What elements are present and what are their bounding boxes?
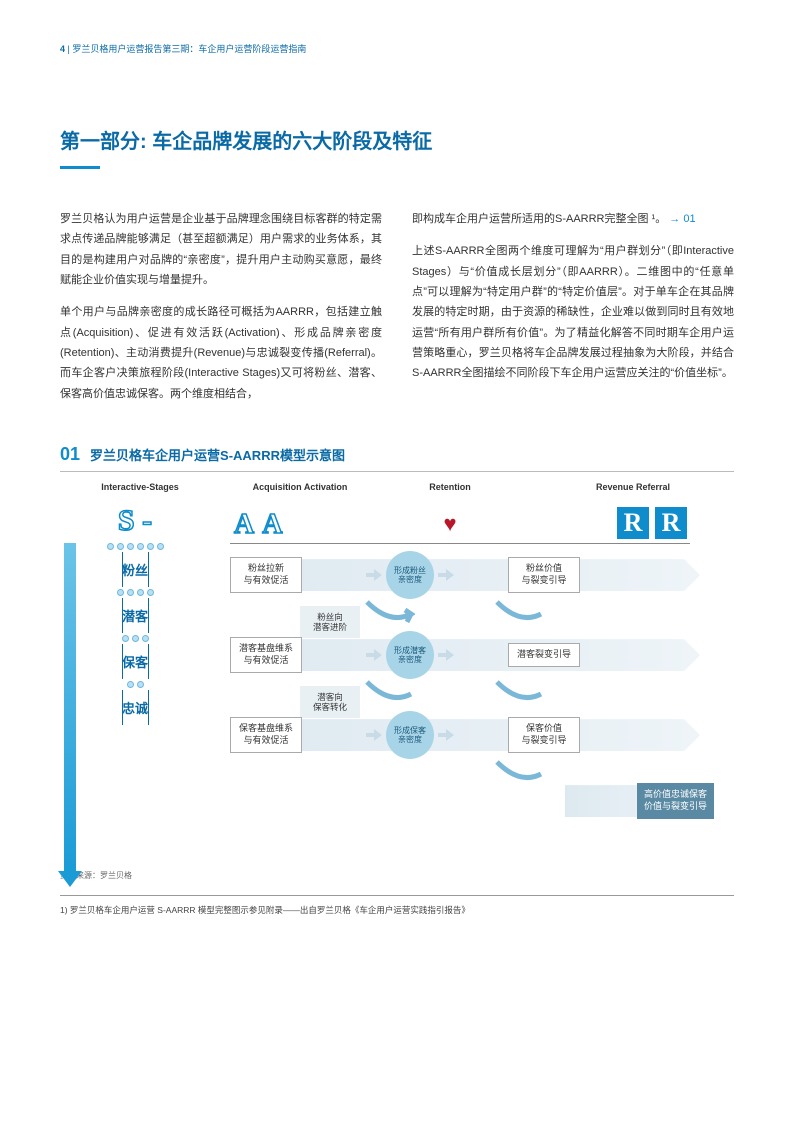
doc-title: 罗兰贝格用户运营报告第三期：车企用户运营阶段运营指南	[72, 44, 306, 54]
figure-title: 罗兰贝格车企用户运营S-AARRR模型示意图	[90, 445, 345, 464]
diagram-row: 高价值忠诚保客 价值与裂变引导	[230, 780, 734, 822]
letter-a: A	[262, 509, 282, 541]
footnote-rule	[60, 895, 734, 896]
figure-source: 资料来源：罗兰贝格	[60, 870, 734, 881]
box: 粉丝拉新 与有效促活	[230, 557, 302, 592]
para: 上述S-AARRR全图两个维度可理解为“用户群划分”（即Interactive …	[412, 241, 734, 383]
circle-node: 形成粉丝 亲密度	[386, 551, 434, 599]
section-title: 第一部分: 车企品牌发展的六大阶段及特征	[60, 125, 734, 154]
arrow-right-icon	[438, 649, 454, 661]
diagram-row: 粉丝拉新 与有效促活 形成粉丝 亲密度 粉丝价值 与裂变引导	[230, 544, 734, 606]
box-dark: 高价值忠诚保客 价值与裂变引导	[637, 783, 714, 818]
funnel-stage: 忠诚	[102, 690, 168, 725]
figure-label: 01 罗兰贝格车企用户运营S-AARRR模型示意图	[60, 444, 734, 472]
funnel-stage: 保客	[96, 644, 174, 679]
circle-node: 形成保客 亲密度	[386, 711, 434, 759]
para: 单个用户与品牌亲密度的成长路径可概括为AARRR，包括建立触点(Acquisit…	[60, 302, 382, 404]
funnel-stage: 粉丝	[80, 552, 190, 587]
arrow-right-icon	[438, 729, 454, 741]
diagram-row: 潜客基盘维系 与有效促活 形成潜客 亲密度 潜客裂变引导	[230, 624, 734, 686]
funnel-stage: 潜客	[88, 598, 182, 633]
fig-ref-link[interactable]: → 01	[669, 213, 695, 225]
s-letter: S -	[60, 504, 210, 538]
box: 潜客基盘维系 与有效促活	[230, 637, 302, 672]
box: 保客基盘维系 与有效促活	[230, 717, 302, 752]
arrow-right-icon	[366, 729, 382, 741]
hdr-interactive-stages: Interactive-Stages	[60, 482, 220, 492]
title-underline	[60, 166, 100, 169]
box: 潜客裂变引导	[508, 643, 580, 667]
arrow-right-icon	[438, 569, 454, 581]
arrow-right-icon	[366, 569, 382, 581]
col-left: 罗兰贝格认为用户运营是企业基于品牌理念围绕目标客群的特定需求点传递品牌能够满足（…	[60, 209, 382, 416]
heart-icon: ♥	[443, 511, 456, 537]
down-arrow-icon	[64, 543, 76, 873]
para: 即构成车企用户运营所适用的S-AARRR完整全图 ¹。 → 01	[412, 209, 734, 229]
box: 保客价值 与裂变引导	[508, 717, 580, 752]
funnel: 粉丝 潜客 保客 忠诚	[70, 543, 200, 725]
letter-a: A	[234, 509, 254, 541]
saarrr-diagram: Interactive-Stages Acquisition Activatio…	[60, 482, 734, 862]
diagram-row: 保客基盘维系 与有效促活 形成保客 亲密度 保客价值 与裂变引导	[230, 704, 734, 766]
box: 粉丝价值 与裂变引导	[508, 557, 580, 592]
figure-number: 01	[60, 444, 80, 465]
arrow-right-icon	[366, 649, 382, 661]
circle-node: 形成潜客 亲密度	[386, 631, 434, 679]
letter-r: R	[617, 507, 649, 539]
footnote: 1) 罗兰贝格车企用户运营 S-AARRR 模型完整图示参见附录——出自罗兰贝格…	[60, 904, 734, 916]
para: 罗兰贝格认为用户运营是企业基于品牌理念围绕目标客群的特定需求点传递品牌能够满足（…	[60, 209, 382, 290]
letter-r: R	[655, 507, 687, 539]
col-right: 即构成车企用户运营所适用的S-AARRR完整全图 ¹。 → 01 上述S-AAR…	[412, 209, 734, 416]
body-columns: 罗兰贝格认为用户运营是企业基于品牌理念围绕目标客群的特定需求点传递品牌能够满足（…	[60, 209, 734, 416]
page-header: 4 | 罗兰贝格用户运营报告第三期：车企用户运营阶段运营指南	[60, 42, 734, 55]
